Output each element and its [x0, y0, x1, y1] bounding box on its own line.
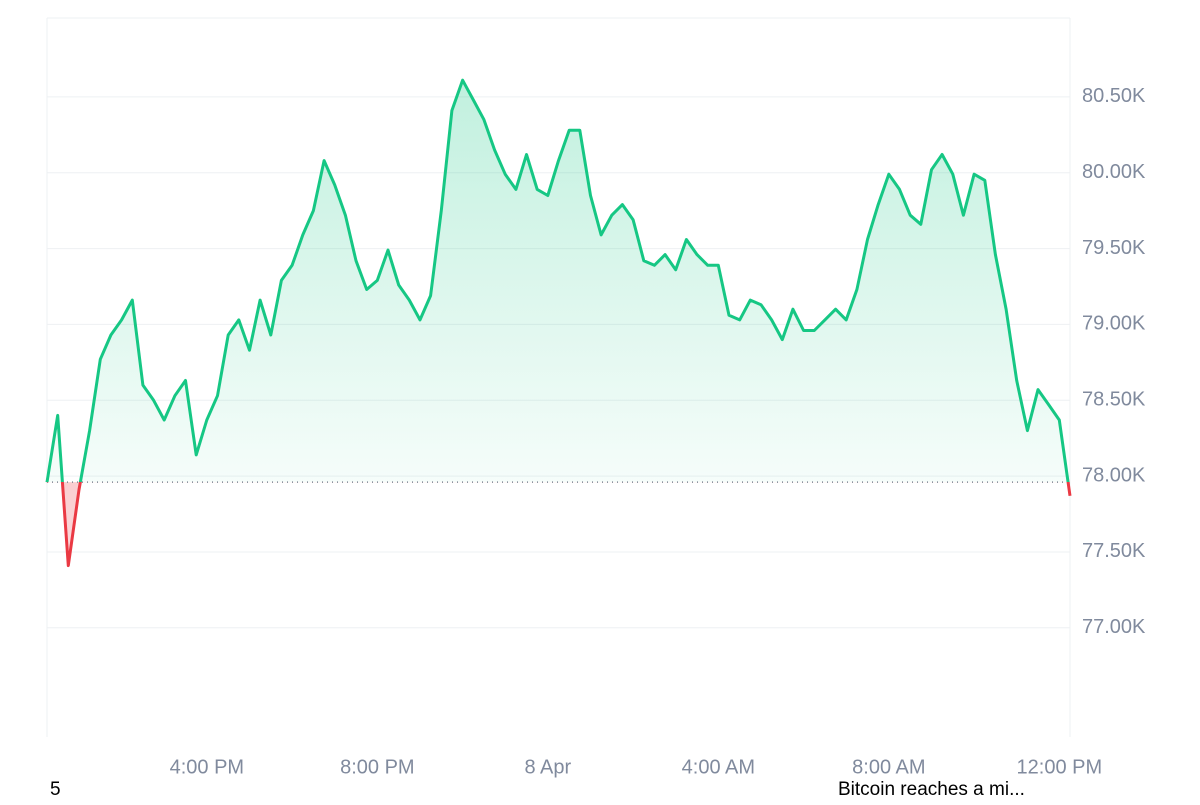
x-tick-label: 8 Apr	[524, 756, 571, 778]
price-line	[45, 78, 1072, 568]
x-tick-label: 4:00 AM	[682, 756, 755, 778]
y-tick-label: 79.00K	[1082, 313, 1146, 335]
y-tick-label: 78.50K	[1082, 389, 1146, 411]
x-tick-label: 8:00 AM	[852, 756, 925, 778]
price-area	[47, 80, 1070, 566]
x-tick-label: 8:00 PM	[340, 756, 414, 778]
footer-news[interactable]: Bitcoin reaches a mi...	[838, 779, 1025, 800]
y-tick-label: 77.50K	[1082, 540, 1146, 562]
y-tick-label: 79.50K	[1082, 237, 1146, 259]
y-tick-label: 80.50K	[1082, 85, 1146, 107]
x-tick-label: 4:00 PM	[170, 756, 244, 778]
footer-left: 5	[50, 779, 61, 800]
y-tick-label: 80.00K	[1082, 161, 1146, 183]
x-tick-label: 12:00 PM	[1017, 756, 1103, 778]
y-tick-label: 78.00K	[1082, 464, 1146, 486]
y-tick-label: 77.00K	[1082, 616, 1146, 638]
